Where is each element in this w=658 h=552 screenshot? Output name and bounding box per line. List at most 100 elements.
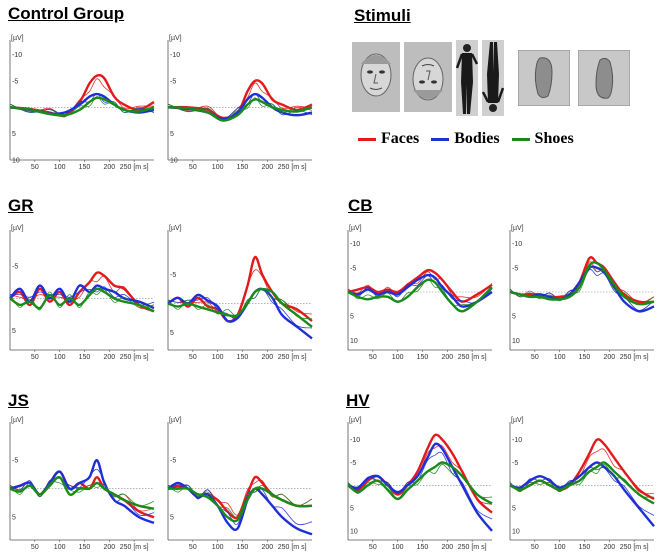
- series-line-shoes: [9, 287, 155, 313]
- x-tick-label: 200: [103, 354, 115, 361]
- y-tick-label: 5: [12, 131, 16, 138]
- y-tick-label: 5: [512, 314, 516, 321]
- x-tick-label: 50: [531, 544, 539, 551]
- legend: Faces Bodies Shoes: [358, 130, 586, 148]
- x-tick-label: 50: [31, 544, 39, 551]
- x-tick-label: 100: [54, 164, 66, 171]
- y-tick-label: 5: [350, 314, 354, 321]
- y-tick-label: 10: [350, 528, 358, 535]
- erp-plot-js-left: [µV] -5 5 50 100 150 200 250 [m s]: [9, 417, 155, 551]
- legend-swatch-shoes: [511, 137, 530, 141]
- shoe-inverted-photo: [578, 50, 630, 106]
- series-line-shoes: [167, 486, 313, 523]
- y-tick-label: 5: [350, 506, 354, 513]
- series-line-faces: [9, 470, 155, 519]
- series-line-thin-shoes: [347, 279, 493, 307]
- x-tick-label: 200: [261, 544, 273, 551]
- x-tick-label: 50: [31, 164, 39, 171]
- series-line-faces: [167, 79, 313, 120]
- x-tick-label: 200: [441, 544, 453, 551]
- x-tick-label: 50: [31, 354, 39, 361]
- series-line-thin-bodies: [347, 275, 493, 304]
- series-line-bodies: [509, 461, 655, 528]
- y-tick-label: 5: [170, 131, 174, 138]
- x-tick-label: 100: [212, 354, 224, 361]
- series-line-thin-faces: [347, 444, 493, 505]
- y-tick-label: -5: [12, 78, 18, 85]
- x-tick-label: 50: [189, 544, 197, 551]
- series-line-thin-shoes: [9, 288, 155, 311]
- series-line-shoes: [509, 261, 655, 306]
- x-tick-label: 200: [261, 164, 273, 171]
- x-tick-label: 150: [237, 354, 249, 361]
- y-tick-label: -5: [12, 264, 18, 271]
- x-tick-label: 100: [212, 544, 224, 551]
- legend-label-shoes: Shoes: [534, 130, 574, 147]
- x-tick-label: 250 [m s]: [620, 544, 649, 551]
- y-tick-label: -10: [512, 241, 522, 248]
- legend-item-faces: Faces: [358, 130, 419, 148]
- y-tick-label: -10: [12, 52, 22, 59]
- y-tick-label: -10: [350, 241, 360, 248]
- x-tick-label: 250 [m s]: [278, 544, 307, 551]
- y-axis-label: [µV]: [169, 417, 182, 424]
- erp-plot-gr-left: [µV] -5 5 50 100 150 200 250 [m s]: [9, 225, 155, 361]
- series-line-shoes: [167, 287, 313, 328]
- y-axis-label: [µV]: [169, 35, 182, 42]
- y-tick-label: -10: [512, 437, 522, 444]
- y-tick-label: 10: [350, 338, 358, 345]
- y-tick-label: -5: [512, 265, 518, 272]
- x-tick-label: 100: [392, 544, 404, 551]
- y-axis-label: [µV]: [11, 417, 24, 424]
- x-tick-label: 250 [m s]: [120, 164, 149, 171]
- erp-plot-cb-left: [µV] -10 -5 5 10 50 100 150 200 250 [m s]: [347, 225, 493, 361]
- x-tick-label: 100: [54, 354, 66, 361]
- y-tick-label: -10: [170, 52, 180, 59]
- y-tick-label: 5: [170, 330, 174, 337]
- y-axis-label: [µV]: [169, 225, 182, 232]
- series-line-thin-shoes: [9, 481, 155, 507]
- x-tick-label: 50: [189, 354, 197, 361]
- x-tick-label: 150: [417, 544, 429, 551]
- x-tick-label: 250 [m s]: [120, 354, 149, 361]
- x-tick-label: 150: [579, 544, 591, 551]
- series-line-thin-shoes: [509, 266, 655, 306]
- y-axis-label: [µV]: [11, 225, 24, 232]
- x-tick-label: 200: [603, 544, 615, 551]
- series-line-shoes: [9, 475, 155, 510]
- x-tick-label: 200: [261, 354, 273, 361]
- series-line-shoes: [347, 461, 493, 505]
- series-line-shoes: [347, 278, 493, 313]
- erp-plot-cb-right: [µV] -10 -5 5 10 50 100 150 200 250 [m s]: [509, 225, 655, 361]
- shoe-upright-photo: [518, 50, 570, 106]
- stimuli-title: Stimuli: [354, 6, 411, 25]
- x-tick-label: 250 [m s]: [620, 354, 649, 361]
- series-line-bodies: [9, 284, 155, 310]
- x-tick-label: 200: [603, 354, 615, 361]
- y-axis-label: [µV]: [349, 417, 362, 424]
- erp-plot-js-right: [µV] -5 5 50 100 150 200 250 [m s]: [167, 417, 313, 551]
- series-line-faces: [167, 475, 313, 520]
- legend-item-bodies: Bodies: [431, 130, 500, 148]
- y-tick-label: -10: [350, 437, 360, 444]
- cb-title: CB: [348, 196, 373, 215]
- x-tick-label: 150: [79, 354, 91, 361]
- erp-plot-hv-right: [µV] -10 -5 5 10 50 100 150 200 250 [m s]: [509, 417, 655, 551]
- hv-title: HV: [346, 391, 370, 410]
- gr-title: GR: [8, 196, 34, 215]
- body-upright-photo: [456, 40, 478, 116]
- y-tick-label: 10: [12, 158, 20, 165]
- x-tick-label: 100: [54, 544, 66, 551]
- y-tick-label: 5: [12, 515, 16, 522]
- series-line-faces: [9, 73, 155, 117]
- x-tick-label: 250 [m s]: [278, 354, 307, 361]
- x-tick-label: 50: [531, 354, 539, 361]
- series-line-thin-shoes: [167, 484, 313, 518]
- face-upright-photo: [352, 42, 400, 112]
- erp-plot-gr-right: [µV] -5 5 50 100 150 200 250 [m s]: [167, 225, 313, 361]
- legend-swatch-faces: [358, 137, 376, 141]
- control-group-title: Control Group: [8, 4, 125, 23]
- series-line-bodies: [347, 442, 493, 532]
- y-tick-label: -5: [170, 272, 176, 279]
- erp-plot-control-left: [µV] -10 -5 5 10 50 100 150 200 250 [m s]: [9, 35, 155, 171]
